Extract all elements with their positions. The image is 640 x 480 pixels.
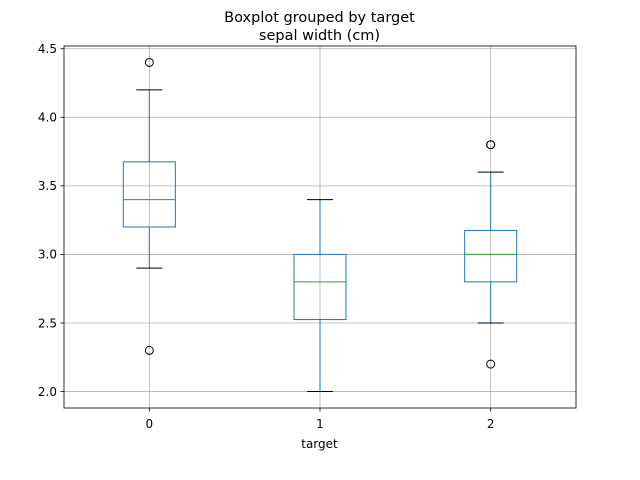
- box-group-2: [464, 140, 518, 369]
- y-tick-label: 4.5: [38, 42, 57, 56]
- y-tick-label: 3.5: [38, 179, 57, 193]
- plot-frame: [63, 45, 577, 409]
- y-tick-label: 3.0: [38, 248, 57, 262]
- x-axis-label: target: [301, 437, 338, 451]
- outlier-point: [144, 345, 154, 355]
- box: [122, 161, 176, 228]
- chart-title: Boxplot grouped by target: [224, 10, 415, 26]
- boxes: [122, 57, 518, 393]
- x-tick-label: 0: [146, 417, 154, 431]
- y-axis: 2.0 2.5 3.0 3.5 4.0 4.5: [38, 42, 64, 399]
- x-tick-label: 2: [487, 417, 495, 431]
- box: [293, 253, 347, 321]
- chart-subtitle: sepal width (cm): [259, 28, 380, 44]
- outlier-point: [486, 359, 496, 369]
- y-tick-label: 2.0: [38, 385, 57, 399]
- box: [464, 229, 518, 283]
- box-group-0: [122, 57, 176, 355]
- y-tick-label: 4.0: [38, 111, 57, 125]
- outlier-point: [486, 140, 496, 150]
- y-tick-label: 2.5: [38, 316, 57, 330]
- box-group-1: [293, 199, 347, 393]
- outlier-point: [144, 57, 154, 67]
- x-axis: 0 1 2: [146, 408, 495, 431]
- x-tick-label: 1: [316, 417, 324, 431]
